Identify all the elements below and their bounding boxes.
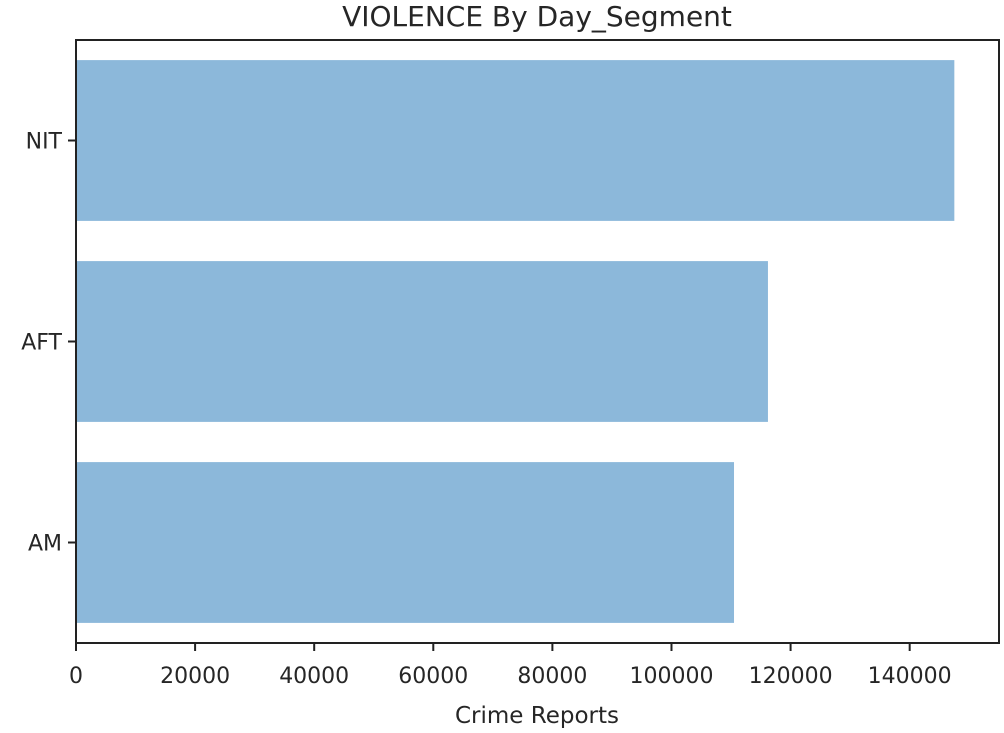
- bars-layer: [76, 60, 955, 623]
- x-tick-label: 100000: [629, 664, 713, 689]
- x-axis-ticks: 0 20000 40000 60000 80000 100000 120000 140000: [69, 643, 952, 689]
- x-tick-label: 20000: [160, 664, 230, 689]
- x-tick-label: 120000: [749, 664, 833, 689]
- y-tick-label-aft: AFT: [21, 331, 62, 356]
- x-tick-label: 140000: [868, 664, 952, 689]
- x-tick-label: 40000: [279, 664, 349, 689]
- bar-aft: [76, 261, 768, 422]
- x-tick-label: 80000: [517, 664, 587, 689]
- chart-title: VIOLENCE By Day_Segment: [342, 0, 732, 33]
- x-tick-label: 60000: [398, 664, 468, 689]
- bar-am: [76, 462, 735, 623]
- y-tick-label-am: AM: [28, 532, 62, 557]
- bar-nit: [76, 60, 955, 221]
- y-axis-ticks: AM AFT NIT: [21, 130, 76, 557]
- y-tick-label-nit: NIT: [26, 130, 63, 155]
- x-axis-label: Crime Reports: [455, 703, 619, 729]
- x-tick-label: 0: [69, 664, 83, 689]
